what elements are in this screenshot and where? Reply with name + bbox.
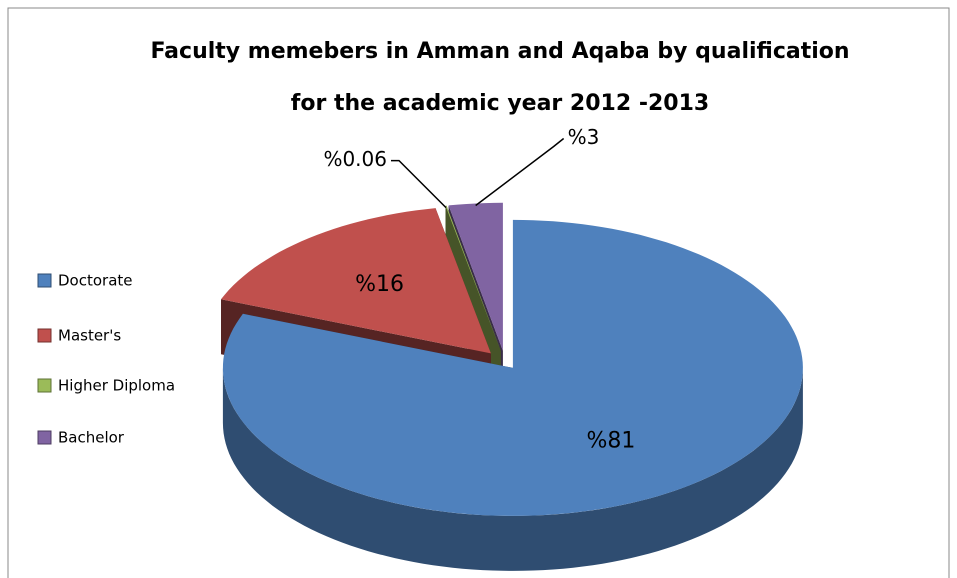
- legend-label: Bachelor: [58, 429, 125, 447]
- legend-label: Master's: [58, 327, 121, 345]
- legend-label: Higher Diploma: [58, 377, 175, 395]
- legend-swatch: [37, 378, 52, 393]
- legend-label: Doctorate: [58, 272, 133, 290]
- data-label: %3: [568, 125, 600, 149]
- legend-swatch: [37, 273, 52, 288]
- leader-line: [475, 137, 565, 207]
- data-label: %81: [586, 428, 635, 453]
- chart-title: Faculty memebers in Amman and Aqaba by q…: [150, 39, 850, 116]
- legend-swatch: [37, 430, 52, 445]
- slice: [448, 202, 503, 351]
- data-label: %16: [355, 272, 404, 297]
- legend-swatch: [37, 328, 52, 343]
- slice: [221, 208, 491, 354]
- slice: [222, 219, 803, 516]
- leader-line: [390, 159, 447, 209]
- slice-tops: [221, 202, 803, 516]
- data-label: %0.06: [323, 147, 387, 171]
- slice: [445, 205, 501, 351]
- slice-wall: [222, 367, 803, 571]
